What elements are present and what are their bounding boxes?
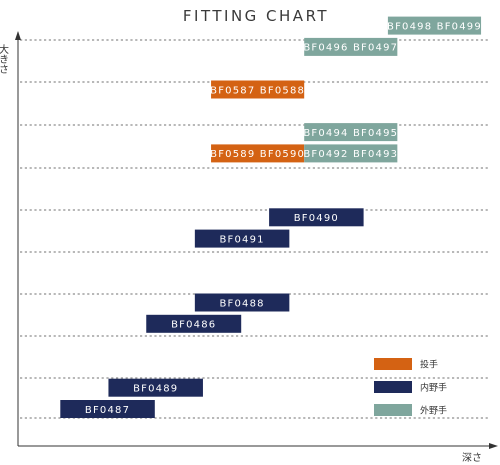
bar-label: BF0488 (219, 298, 264, 309)
bar-label: BF0587 BF0588 (210, 85, 305, 96)
bar-label: BF0494 BF0495 (303, 128, 398, 139)
bar-bf0489 (108, 378, 203, 397)
legend-swatch-0 (374, 358, 412, 370)
y-axis-arrow-icon (15, 31, 21, 40)
bar-bf0589-bf0590 (211, 144, 305, 163)
bar-bf0496-bf0497 (304, 37, 398, 56)
bar-bf0487 (60, 400, 155, 418)
bar-bf0587-bf0588 (211, 80, 305, 99)
bar-label: BF0492 BF0493 (303, 149, 398, 160)
bar-label: BF0498 BF0499 (387, 21, 482, 32)
bar-label: BF0490 (294, 213, 339, 224)
legend-swatch-2 (374, 404, 412, 416)
bar-bf0488 (194, 293, 290, 312)
bar-label: BF0491 (219, 234, 264, 245)
bar-label: BF0487 (85, 405, 130, 416)
y-axis-label: 大きさ (0, 43, 9, 74)
bar-bf0494-bf0495 (304, 123, 398, 142)
bar-bf0491 (194, 229, 290, 248)
x-axis-label: 深さ (462, 452, 482, 464)
bar-label: BF0486 (171, 320, 216, 331)
x-axis-arrow-icon (489, 443, 498, 449)
bar-bf0492-bf0493 (304, 144, 398, 163)
legend-swatch-1 (374, 381, 412, 393)
bar-bf0486 (146, 314, 242, 333)
legend-label: 投手 (420, 359, 438, 371)
bar-bf0490 (269, 208, 364, 227)
bar-label: BF0489 (133, 384, 178, 395)
bar-label: BF0496 BF0497 (303, 43, 398, 54)
bar-bf0498-bf0499 (387, 16, 482, 35)
legend-label: 外野手 (420, 405, 447, 417)
chart-title: FITTING CHART (183, 7, 329, 25)
bar-label: BF0589 BF0590 (210, 149, 305, 160)
legend-label: 内野手 (420, 382, 447, 394)
